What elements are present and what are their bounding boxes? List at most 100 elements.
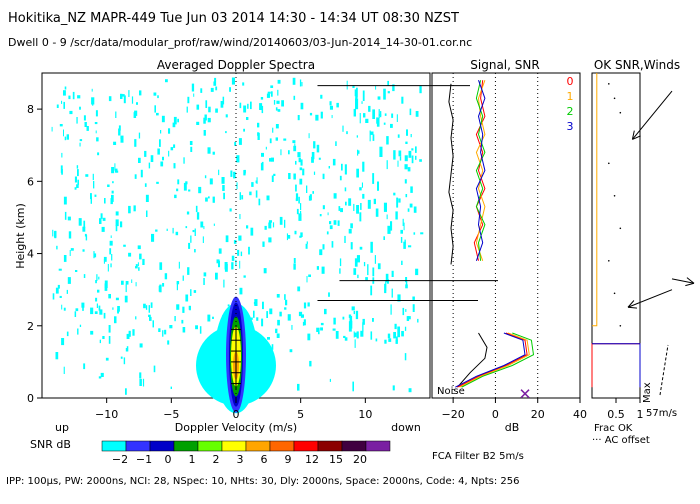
spectra-noise-cell	[97, 152, 100, 156]
spectra-noise-cell	[350, 223, 353, 229]
spectra-noise-cell	[411, 155, 414, 164]
spectra-noise-cell	[284, 294, 286, 300]
spectra-noise-cell	[260, 97, 264, 100]
snr-x-tick-label: 0	[492, 408, 499, 421]
spectra-noise-cell	[271, 175, 274, 182]
snr-series-line	[448, 83, 454, 265]
spectra-noise-cell	[239, 287, 243, 295]
colorbar-tick-label: 20	[353, 453, 367, 466]
spectra-noise-cell	[367, 199, 371, 209]
spectra-noise-cell	[356, 135, 358, 138]
spectra-noise-cell	[123, 357, 126, 365]
spectra-noise-cell	[322, 244, 325, 250]
spectra-noise-cell	[256, 317, 259, 321]
spectra-noise-cell	[157, 148, 160, 155]
x-tick-label: −10	[95, 408, 118, 421]
spectra-noise-cell	[354, 258, 358, 267]
spectra-noise-cell	[297, 152, 301, 158]
spectra-noise-cell	[276, 100, 280, 104]
spectra-noise-cell	[390, 304, 392, 315]
spectra-noise-cell	[356, 331, 359, 339]
spectra-noise-cell	[78, 218, 82, 226]
spectra-noise-cell	[288, 150, 290, 155]
spectra-noise-cell	[372, 318, 374, 322]
spectra-noise-cell	[262, 241, 265, 247]
spectra-noise-cell	[203, 130, 206, 136]
colorbar-swatch	[101, 440, 127, 452]
spectra-noise-cell	[288, 173, 291, 180]
spectra-noise-cell	[64, 211, 67, 220]
spectra-noise-cell	[242, 82, 245, 86]
colorbar-swatch	[269, 440, 295, 452]
spectra-noise-cell	[363, 262, 366, 267]
spectra-noise-cell	[92, 103, 94, 106]
y-tick-label: 4	[27, 248, 34, 261]
spectra-noise-cell	[408, 150, 412, 158]
spectra-noise-cell	[169, 325, 173, 329]
spectra-noise-cell	[273, 173, 276, 176]
spectra-noise-cell	[69, 110, 73, 115]
spectra-noise-cell	[83, 115, 86, 121]
spectra-noise-cell	[265, 146, 267, 150]
spectra-noise-cell	[57, 284, 60, 289]
spectra-noise-cell	[396, 197, 399, 208]
spectra-noise-cell	[111, 167, 115, 174]
wind-scale-arrow	[659, 344, 669, 396]
spectra-noise-cell	[90, 196, 92, 204]
spectra-noise-cell	[346, 80, 348, 90]
spectra-noise-cell	[100, 372, 104, 377]
spectra-noise-cell	[397, 294, 401, 302]
spectra-noise-cell	[102, 217, 106, 221]
spectra-noise-cell	[397, 134, 400, 138]
spectra-noise-cell	[354, 339, 356, 348]
spectra-noise-cell	[165, 79, 168, 83]
spectra-noise-cell	[231, 262, 234, 270]
spectra-noise-cell	[212, 151, 215, 155]
spectra-noise-cell	[277, 79, 281, 84]
spectra-noise-cell	[308, 274, 311, 277]
spectra-noise-cell	[343, 335, 346, 338]
spectra-noise-cell	[367, 264, 369, 276]
spectra-noise-cell	[148, 314, 151, 317]
spectra-noise-cell	[342, 125, 344, 132]
spectra-noise-cell	[103, 256, 107, 262]
spectra-noise-cell	[199, 326, 202, 334]
spectra-noise-cell	[293, 95, 296, 100]
colorbar-swatch	[149, 440, 175, 452]
spectra-noise-cell	[400, 229, 403, 234]
spectra-noise-cell	[360, 203, 362, 210]
spectra-noise-cell	[401, 96, 404, 104]
spectra-noise-cell	[75, 308, 79, 312]
spectra-noise-cell	[52, 229, 54, 237]
spectra-noise-cell	[221, 177, 225, 184]
spectra-noise-cell	[356, 255, 360, 263]
spectra-noise-cell	[167, 340, 170, 345]
spectra-noise-cell	[79, 142, 81, 147]
spectra-noise-cell	[187, 96, 190, 104]
spectra-noise-cell	[118, 128, 121, 136]
spectra-noise-cell	[124, 295, 128, 303]
spectra-noise-cell	[384, 113, 387, 116]
spectra-noise-cell	[359, 246, 363, 250]
spectra-noise-cell	[356, 87, 358, 98]
spectra-noise-cell	[135, 316, 137, 320]
spectra-noise-cell	[220, 101, 224, 108]
spectra-noise-cell	[316, 266, 319, 270]
spectra-noise-cell	[388, 338, 392, 342]
spectra-noise-cell	[64, 86, 67, 90]
spectra-title: Averaged Doppler Spectra	[157, 58, 315, 72]
spectra-noise-cell	[134, 139, 137, 147]
spectra-noise-cell	[295, 193, 299, 201]
spectra-noise-cell	[227, 304, 230, 307]
spectra-noise-cell	[276, 294, 280, 298]
spectra-noise-cell	[415, 111, 419, 117]
spectra-noise-cell	[115, 297, 119, 301]
spectra-noise-cell	[267, 91, 271, 94]
spectra-noise-cell	[79, 106, 81, 110]
spectra-noise-cell	[316, 327, 319, 332]
spectra-noise-cell	[52, 293, 55, 300]
spectra-noise-cell	[190, 289, 192, 296]
bad-height-lines	[317, 85, 498, 301]
spectra-noise-cell	[102, 336, 105, 339]
spectra-noise-cell	[353, 310, 355, 315]
